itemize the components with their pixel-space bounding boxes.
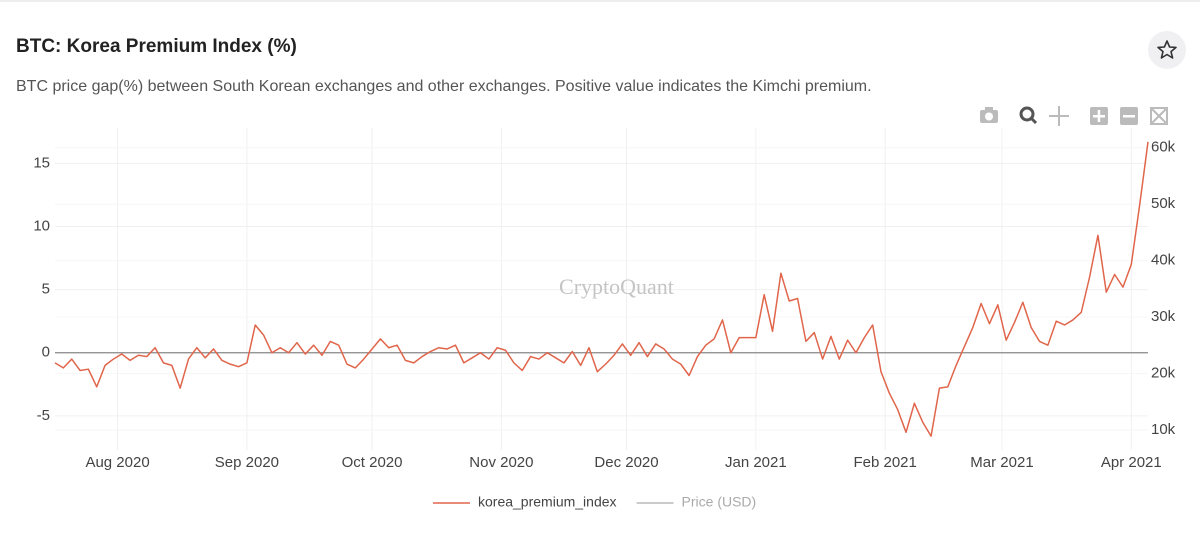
favorite-button[interactable] — [1148, 31, 1186, 69]
x-tick-label: Jan 2021 — [725, 454, 787, 471]
legend-item[interactable]: korea_premium_index — [433, 494, 617, 510]
x-tick-label: Feb 2021 — [853, 454, 916, 471]
y-tick-label: -5 — [37, 407, 50, 424]
y2-tick-label: 40k — [1151, 252, 1176, 269]
x-tick-label: Nov 2020 — [469, 454, 533, 471]
y2-tick-label: 60k — [1151, 139, 1176, 156]
legend-label: Price (USD) — [682, 494, 757, 510]
pan-button[interactable] — [1049, 106, 1069, 126]
top-border — [0, 0, 1200, 2]
zoom-in-button[interactable] — [1090, 107, 1108, 125]
y-tick-label: 0 — [42, 344, 50, 361]
y2-tick-label: 50k — [1151, 195, 1176, 212]
x-tick-label: Apr 2021 — [1101, 454, 1162, 471]
y2-tick-label: 10k — [1151, 421, 1176, 438]
x-tick-label: Sep 2020 — [215, 454, 279, 471]
y-tick-label: 15 — [33, 154, 50, 171]
x-tick-label: Oct 2020 — [342, 454, 403, 471]
watermark: CryptoQuant — [559, 274, 674, 299]
camera-button[interactable] — [980, 107, 998, 123]
zoom-button[interactable] — [1019, 106, 1038, 125]
chart-subtitle: BTC price gap(%) between South Korean ex… — [16, 78, 872, 95]
y2-tick-label: 30k — [1151, 308, 1176, 325]
x-tick-label: Dec 2020 — [594, 454, 658, 471]
data-line — [54, 141, 1149, 437]
legend-label: korea_premium_index — [478, 494, 617, 510]
star-icon — [1157, 40, 1177, 59]
modebar — [980, 106, 1168, 126]
autoscale-button[interactable] — [1150, 107, 1168, 125]
zoom-out-button[interactable] — [1120, 107, 1138, 125]
x-tick-label: Mar 2021 — [970, 454, 1033, 471]
x-tick-label: Aug 2020 — [85, 454, 149, 471]
y-tick-label: 10 — [33, 217, 50, 234]
legend-item[interactable]: Price (USD) — [636, 494, 757, 510]
y-tick-label: 5 — [42, 281, 50, 298]
chart-title: BTC: Korea Premium Index (%) — [16, 36, 297, 57]
y2-tick-label: 20k — [1151, 364, 1176, 381]
